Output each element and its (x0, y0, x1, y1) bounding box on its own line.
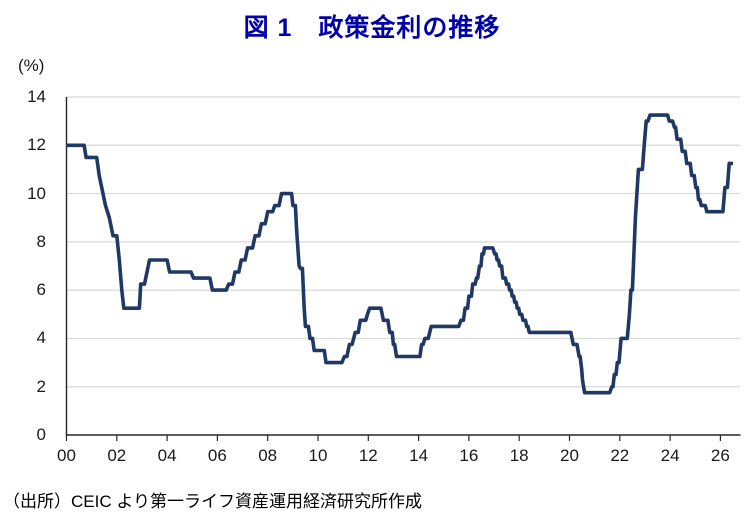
x-axis-tick-label: 10 (308, 446, 328, 465)
y-axis-tick-label: 12 (27, 135, 46, 155)
x-axis-tick-label: 04 (157, 446, 177, 465)
x-axis-tick-label: 14 (409, 446, 429, 465)
source-note: （出所）CEIC より第一ライフ資産運用経済研究所作成 (3, 492, 422, 511)
x-axis-tick-label: 12 (358, 446, 378, 465)
x-axis-tick-label: 18 (509, 446, 529, 465)
x-axis-tick-label: 26 (710, 446, 730, 465)
x-axis-tick-label: 16 (459, 446, 479, 465)
x-axis-tick-label: 24 (660, 446, 680, 465)
y-axis-tick-label: 10 (27, 183, 46, 203)
x-axis-tick-label: 20 (560, 446, 579, 465)
policy-rate-line (66, 113, 733, 395)
x-axis-tick-label: 00 (57, 446, 76, 465)
chart-title: 図 1 政策金利の推移 (243, 14, 501, 42)
y-axis-tick-label: 6 (36, 280, 46, 300)
y-axis-tick-label: 2 (36, 376, 46, 396)
y-axis-tick-label: 0 (36, 425, 46, 444)
y-axis-tick-label: 8 (36, 231, 46, 251)
y-axis-tick-label: 4 (36, 328, 46, 348)
y-axis-tick-label: 14 (27, 86, 46, 106)
x-axis-tick-label: 06 (207, 446, 227, 465)
x-axis-tick-label: 02 (107, 446, 127, 465)
x-axis-tick-label: 22 (610, 446, 630, 465)
x-axis-tick-label: 08 (258, 446, 278, 465)
y-axis-unit-label: (%) (18, 56, 45, 75)
